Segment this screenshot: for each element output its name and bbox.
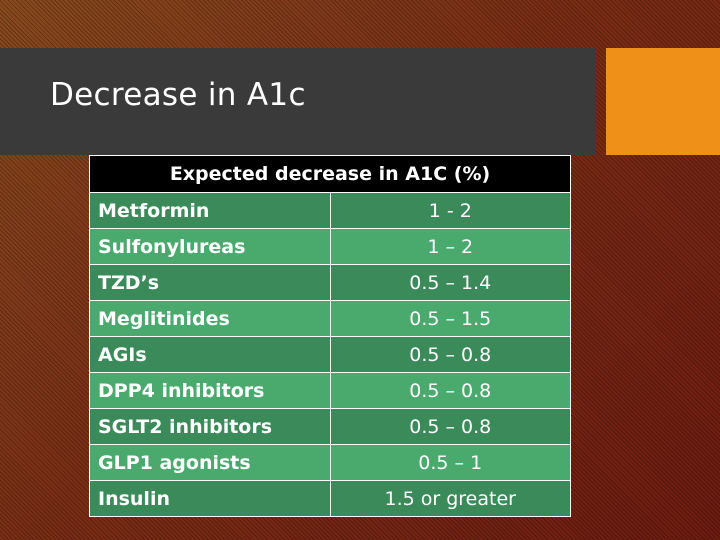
- table-row: AGIs 0.5 – 0.8: [89, 336, 571, 373]
- drug-name: Sulfonylureas: [89, 228, 331, 265]
- drug-name: Meglitinides: [89, 300, 331, 337]
- title-bar: [0, 48, 596, 155]
- decrease-value: 1.5 or greater: [329, 480, 571, 517]
- decrease-value: 0.5 – 0.8: [329, 372, 571, 409]
- a1c-table: Expected decrease in A1C (%) Metformin 1…: [89, 155, 571, 517]
- decrease-value: 0.5 – 1.4: [329, 264, 571, 301]
- accent-block: [606, 48, 720, 155]
- decrease-value: 0.5 – 1: [329, 444, 571, 481]
- decrease-value: 1 - 2: [329, 192, 571, 229]
- table-header: Expected decrease in A1C (%): [89, 155, 571, 193]
- decrease-value: 0.5 – 0.8: [329, 336, 571, 373]
- decrease-value: 0.5 – 0.8: [329, 408, 571, 445]
- slide-title: Decrease in A1c: [50, 77, 306, 113]
- drug-name: AGIs: [89, 336, 331, 373]
- table-row: SGLT2 inhibitors 0.5 – 0.8: [89, 408, 571, 445]
- decrease-value: 0.5 – 1.5: [329, 300, 571, 337]
- decrease-value: 1 – 2: [329, 228, 571, 265]
- drug-name: GLP1 agonists: [89, 444, 331, 481]
- table-row: Sulfonylureas 1 – 2: [89, 228, 571, 265]
- drug-name: Metformin: [89, 192, 331, 229]
- drug-name: TZD’s: [89, 264, 331, 301]
- table-row: GLP1 agonists 0.5 – 1: [89, 444, 571, 481]
- table-row: TZD’s 0.5 – 1.4: [89, 264, 571, 301]
- table-row: Metformin 1 - 2: [89, 192, 571, 229]
- drug-name: DPP4 inhibitors: [89, 372, 331, 409]
- table-header-row: Expected decrease in A1C (%): [89, 155, 571, 193]
- table-row: DPP4 inhibitors 0.5 – 0.8: [89, 372, 571, 409]
- table-row: Insulin 1.5 or greater: [89, 480, 571, 517]
- drug-name: SGLT2 inhibitors: [89, 408, 331, 445]
- table-row: Meglitinides 0.5 – 1.5: [89, 300, 571, 337]
- drug-name: Insulin: [89, 480, 331, 517]
